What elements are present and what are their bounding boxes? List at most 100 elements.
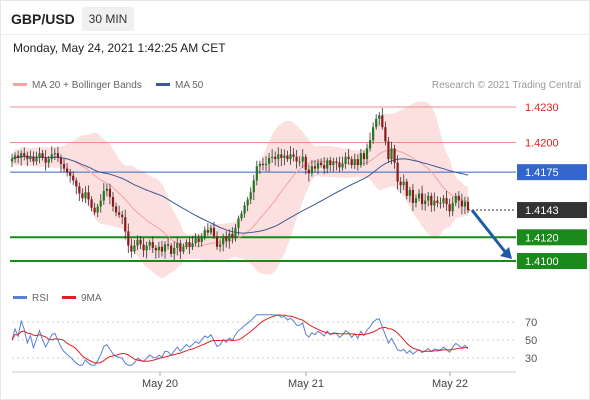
candle-body bbox=[381, 115, 384, 128]
candle-body bbox=[261, 163, 265, 166]
legend-label-rsi: RSI bbox=[32, 293, 49, 304]
candle-body bbox=[23, 153, 26, 156]
candle-body bbox=[378, 115, 381, 119]
candle-body bbox=[212, 227, 216, 237]
candle-body bbox=[274, 156, 277, 160]
candle-body bbox=[466, 201, 470, 211]
candle-body bbox=[148, 242, 151, 246]
candle-body bbox=[362, 153, 366, 160]
candle-body bbox=[215, 236, 219, 247]
candle-body bbox=[203, 230, 206, 237]
symbol-label: GBP/USD bbox=[11, 11, 75, 27]
candle-body bbox=[414, 198, 418, 203]
candle-body bbox=[182, 246, 185, 252]
price-level-label-5: 1.4100 bbox=[525, 256, 559, 268]
candle-body bbox=[329, 160, 332, 166]
x-tick-label-2: May 22 bbox=[432, 378, 468, 390]
candle-body bbox=[166, 244, 170, 246]
candle-body bbox=[289, 154, 292, 160]
candle-body bbox=[396, 162, 399, 182]
legend-item-bollinger: MA 20 + Bollinger Bands bbox=[13, 80, 142, 91]
rsi-panel: 70 50 30 bbox=[11, 314, 537, 366]
candle-body bbox=[62, 163, 66, 169]
candle-body bbox=[188, 242, 191, 247]
candle-body bbox=[139, 239, 142, 245]
candle-body bbox=[430, 195, 433, 206]
candle-body bbox=[29, 156, 32, 160]
candle-body bbox=[424, 200, 427, 205]
legend-swatch-bollinger bbox=[13, 82, 27, 86]
candle-body bbox=[200, 236, 203, 243]
candle-body bbox=[10, 159, 14, 162]
rsi-line bbox=[11, 314, 469, 366]
candle-body bbox=[87, 192, 90, 200]
candle-body bbox=[234, 227, 237, 238]
candle-body bbox=[194, 238, 197, 244]
candle-body bbox=[301, 156, 304, 162]
candle-body bbox=[298, 161, 301, 163]
candle-body bbox=[463, 201, 467, 207]
candle-body bbox=[170, 245, 173, 254]
candle-body bbox=[56, 153, 60, 158]
price-level-label-0: 1.4230 bbox=[525, 102, 559, 114]
candle-body bbox=[402, 181, 405, 186]
header-divider bbox=[0, 34, 590, 35]
candle-body bbox=[206, 230, 209, 233]
rsi-tick-label-70: 70 bbox=[525, 317, 537, 329]
legend-swatch-9ma bbox=[62, 295, 76, 299]
candle-body bbox=[436, 200, 439, 203]
candle-body bbox=[59, 157, 63, 164]
legend-swatch-rsi bbox=[13, 295, 27, 299]
candle-body bbox=[313, 166, 317, 169]
candles-layer bbox=[10, 107, 470, 261]
candle-body bbox=[246, 199, 249, 206]
candle-body bbox=[277, 154, 280, 160]
price-level-badge-5 bbox=[517, 253, 587, 269]
candle-body bbox=[384, 127, 387, 142]
candle-body bbox=[84, 192, 87, 199]
projection-arrow-shaft bbox=[470, 209, 508, 254]
candle-body bbox=[249, 192, 252, 200]
candle-body bbox=[142, 244, 145, 251]
price-level-label-1: 1.4200 bbox=[525, 138, 559, 150]
candle-body bbox=[191, 243, 194, 247]
candle-body bbox=[105, 188, 108, 192]
candle-body bbox=[96, 206, 99, 213]
candle-body bbox=[433, 200, 436, 206]
x-tick-label-0: May 20 bbox=[142, 378, 178, 390]
timeframe-badge[interactable]: 30 MIN bbox=[82, 7, 134, 31]
candle-body bbox=[252, 180, 255, 193]
candle-body bbox=[332, 161, 335, 166]
candle-body bbox=[310, 166, 314, 174]
candle-body bbox=[439, 202, 442, 204]
candle-body bbox=[411, 189, 415, 203]
candle-body bbox=[365, 148, 369, 160]
candle-body bbox=[17, 155, 20, 158]
candle-body bbox=[114, 206, 118, 213]
candle-body bbox=[427, 195, 430, 201]
candle-body bbox=[326, 160, 329, 169]
candle-body bbox=[209, 227, 213, 233]
candle-body bbox=[163, 244, 167, 252]
candle-body bbox=[197, 238, 200, 243]
candle-body bbox=[13, 155, 17, 160]
candle-body bbox=[457, 195, 460, 201]
candle-body bbox=[99, 200, 102, 207]
legend-swatch-ma50 bbox=[156, 82, 170, 86]
candle-body bbox=[72, 175, 75, 181]
candle-body bbox=[124, 217, 127, 232]
rsi-tick-label-30: 30 bbox=[525, 353, 537, 365]
candle-body bbox=[222, 236, 225, 245]
bollinger-band-fill bbox=[12, 101, 468, 279]
copyright-text: Research © 2021 Trading Central bbox=[431, 80, 581, 91]
chart-header: GBP/USD 30 MIN bbox=[0, 0, 590, 34]
candle-body bbox=[286, 155, 289, 160]
rsi-9ma-line bbox=[11, 314, 469, 364]
projection-arrow-head bbox=[500, 247, 512, 259]
candle-body bbox=[372, 127, 375, 141]
candle-body bbox=[26, 155, 29, 160]
candle-body bbox=[316, 162, 320, 169]
projection-layer bbox=[470, 209, 512, 259]
rsi-tick-label-50: 50 bbox=[525, 335, 537, 347]
